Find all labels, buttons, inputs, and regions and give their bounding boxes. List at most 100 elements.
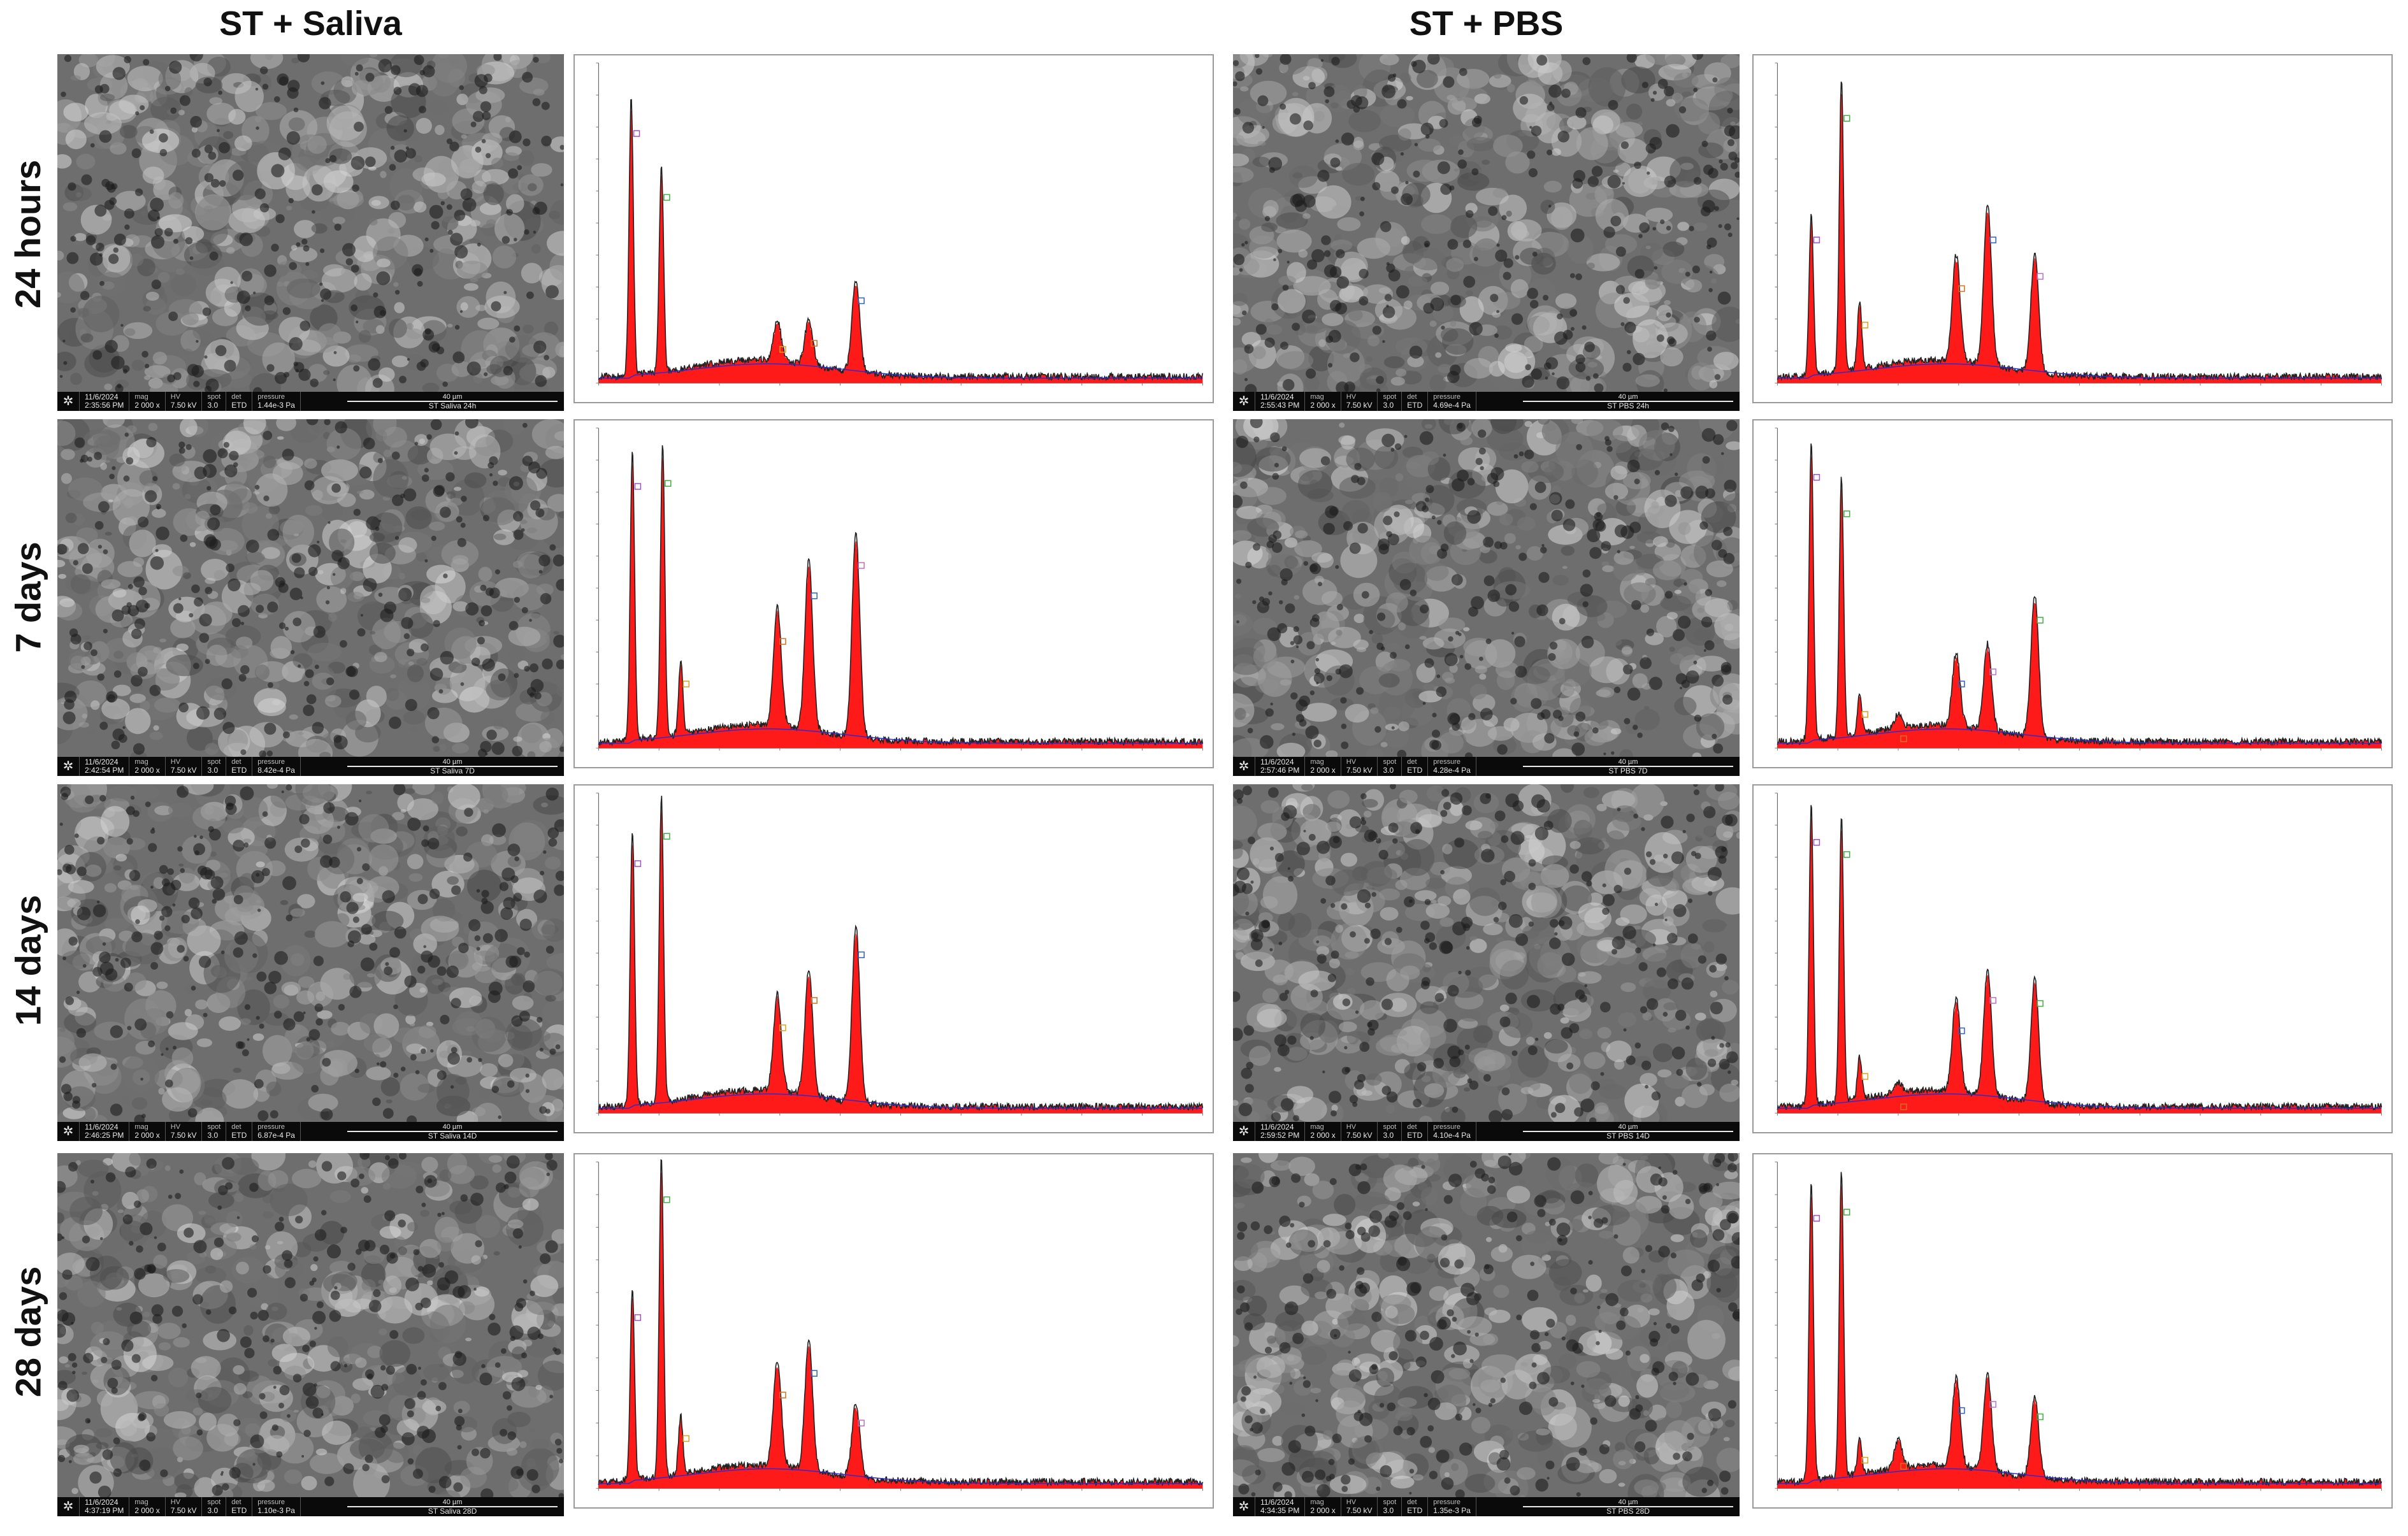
databar-pressure: pressure 4.28e-4 Pa (1428, 757, 1476, 776)
eds-plot (596, 62, 1204, 386)
scale-bar-line (347, 400, 558, 402)
databar-pressure: pressure 4.69e-4 Pa (1428, 392, 1476, 411)
peak-marker (1989, 668, 1996, 675)
databar-spot: spot 3.0 (1378, 392, 1402, 411)
row-label-7d: 7 days (8, 542, 48, 653)
sem-databar: ✲ 11/6/2024 2:59:52 PM mag 2 000 x HV 7.50 kV s… (1233, 1122, 1740, 1141)
spectrum-fill (1777, 93, 2382, 384)
databar-spot: spot 3.0 (202, 392, 227, 411)
spectrum-fill (1777, 455, 2382, 749)
sem-databar: ✲ 11/6/2024 2:57:46 PM mag 2 000 x HV 7.50 kV s… (1233, 757, 1740, 776)
databar-mag: mag 2 000 x (1305, 392, 1341, 411)
eds-spectrum-chart (573, 419, 1214, 768)
databar-pressure: pressure 4.10e-4 Pa (1428, 1122, 1476, 1141)
peak-marker (811, 997, 818, 1004)
databar-pressure: pressure 1.10e-3 Pa (252, 1497, 301, 1516)
eds-spectrum-chart (573, 1153, 1214, 1509)
databar-date: 11/6/2024 2:59:52 PM (1255, 1122, 1306, 1141)
peak-marker (1989, 236, 1996, 243)
databar-det: det ETD (226, 392, 253, 411)
scale-bar-value: 40 µm (442, 392, 463, 401)
spectrum-outline (598, 796, 1204, 1112)
fei-logo-icon: ✲ (1233, 392, 1255, 411)
databar-hv: HV 7.50 kV (1341, 1497, 1378, 1516)
scale-bar: 40 µm ST Saliva 7D (347, 757, 558, 776)
peak-marker (634, 483, 642, 490)
peak-marker (633, 130, 640, 137)
sample-name: ST PBS 7D (1608, 766, 1648, 775)
databar-spot: spot 3.0 (1378, 1497, 1402, 1516)
peak-marker (1843, 1209, 1850, 1216)
scale-bar-line (1523, 765, 1733, 767)
peak-marker (1989, 997, 1996, 1004)
peak-marker (663, 194, 670, 201)
sem-surface-texture (57, 1153, 564, 1504)
column-title-pbs: ST + PBS (1409, 4, 1564, 43)
fei-logo-icon: ✲ (57, 392, 80, 411)
scale-bar-value: 40 µm (442, 1123, 463, 1131)
sem-micrograph: ✲ 11/6/2024 2:35:56 PM mag 2 000 x HV 7.50 kV s… (57, 54, 564, 411)
scale-bar-value: 40 µm (1618, 392, 1638, 401)
sem-databar: ✲ 11/6/2024 2:42:54 PM mag 2 000 x HV 7.50 kV s… (57, 757, 564, 776)
sem-databar: ✲ 11/6/2024 4:34:35 PM mag 2 000 x HV 7.50 kV s… (1233, 1497, 1740, 1516)
sem-micrograph: ✲ 11/6/2024 4:37:19 PM mag 2 000 x HV 7.50 kV s… (57, 1153, 564, 1516)
sem-surface-texture (1233, 54, 1740, 404)
eds-plot (1775, 62, 2383, 386)
peak-marker (634, 1314, 642, 1321)
scale-bar: 40 µm ST Saliva 24h (347, 392, 558, 411)
row-label-24h: 24 hours (8, 159, 48, 309)
sample-name: ST Saliva 7D (430, 766, 475, 775)
scale-bar-line (1523, 1505, 1733, 1507)
row-label-14d: 14 days (8, 894, 48, 1026)
peak-marker (779, 346, 786, 353)
scale-bar-value: 40 µm (1618, 1498, 1638, 1506)
sem-databar: ✲ 11/6/2024 4:37:19 PM mag 2 000 x HV 7.50 kV s… (57, 1497, 564, 1516)
sem-surface-texture (57, 784, 564, 1135)
peak-marker (1958, 1027, 1965, 1035)
scale-bar-line (1523, 1130, 1733, 1132)
peak-marker (1861, 1073, 1869, 1080)
peak-marker (1958, 285, 1965, 292)
sem-surface-texture (57, 419, 564, 767)
peak-marker (1813, 236, 1820, 243)
sem-micrograph: ✲ 11/6/2024 2:46:25 PM mag 2 000 x HV 7.50 kV s… (57, 784, 564, 1141)
fei-logo-icon: ✲ (57, 1122, 80, 1141)
peak-marker (1861, 1456, 1868, 1464)
fei-logo-icon: ✲ (57, 1497, 80, 1516)
peak-marker (1958, 1407, 1965, 1414)
sem-databar: ✲ 11/6/2024 2:55:43 PM mag 2 000 x HV 7.50 kV s… (1233, 392, 1740, 411)
peak-marker (663, 1196, 670, 1203)
databar-pressure: pressure 1.35e-3 Pa (1428, 1497, 1476, 1516)
databar-spot: spot 3.0 (1378, 757, 1402, 776)
peak-marker (1958, 680, 1965, 687)
scale-bar: 40 µm ST PBS 24h (1523, 392, 1733, 411)
eds-spectrum-chart (1752, 1153, 2393, 1509)
databar-mag: mag 2 000 x (129, 1122, 166, 1141)
spectrum-fill (598, 110, 1203, 384)
peak-marker (858, 297, 865, 305)
scale-bar-line (347, 1505, 558, 1507)
background-fit (1777, 363, 2382, 379)
sem-surface-texture (1233, 1153, 1740, 1514)
background-fit (1777, 1468, 2382, 1484)
sample-name: ST PBS 28D (1606, 1506, 1650, 1516)
peak-marker (2037, 1413, 2044, 1421)
databar-hv: HV 7.50 kV (166, 1497, 203, 1516)
sem-surface-texture (1233, 784, 1740, 1131)
databar-spot: spot 3.0 (202, 1122, 227, 1141)
spectrum-outline (1777, 443, 2383, 747)
sample-name: ST PBS 24h (1607, 401, 1649, 410)
databar-date: 11/6/2024 2:57:46 PM (1255, 757, 1306, 776)
peak-marker (1813, 474, 1820, 481)
sample-name: ST PBS 14D (1606, 1131, 1650, 1140)
databar-date: 11/6/2024 2:55:43 PM (1255, 392, 1306, 411)
peak-marker (1900, 735, 1907, 742)
fei-logo-icon: ✲ (57, 757, 80, 776)
spectrum-outline (1777, 1172, 2383, 1487)
eds-spectrum-chart (1752, 54, 2393, 403)
databar-det: det ETD (1402, 1122, 1429, 1141)
peak-marker (779, 1024, 786, 1031)
peak-marker (2037, 273, 2044, 280)
eds-plot (596, 427, 1204, 751)
spectrum-fill (1777, 817, 2382, 1114)
